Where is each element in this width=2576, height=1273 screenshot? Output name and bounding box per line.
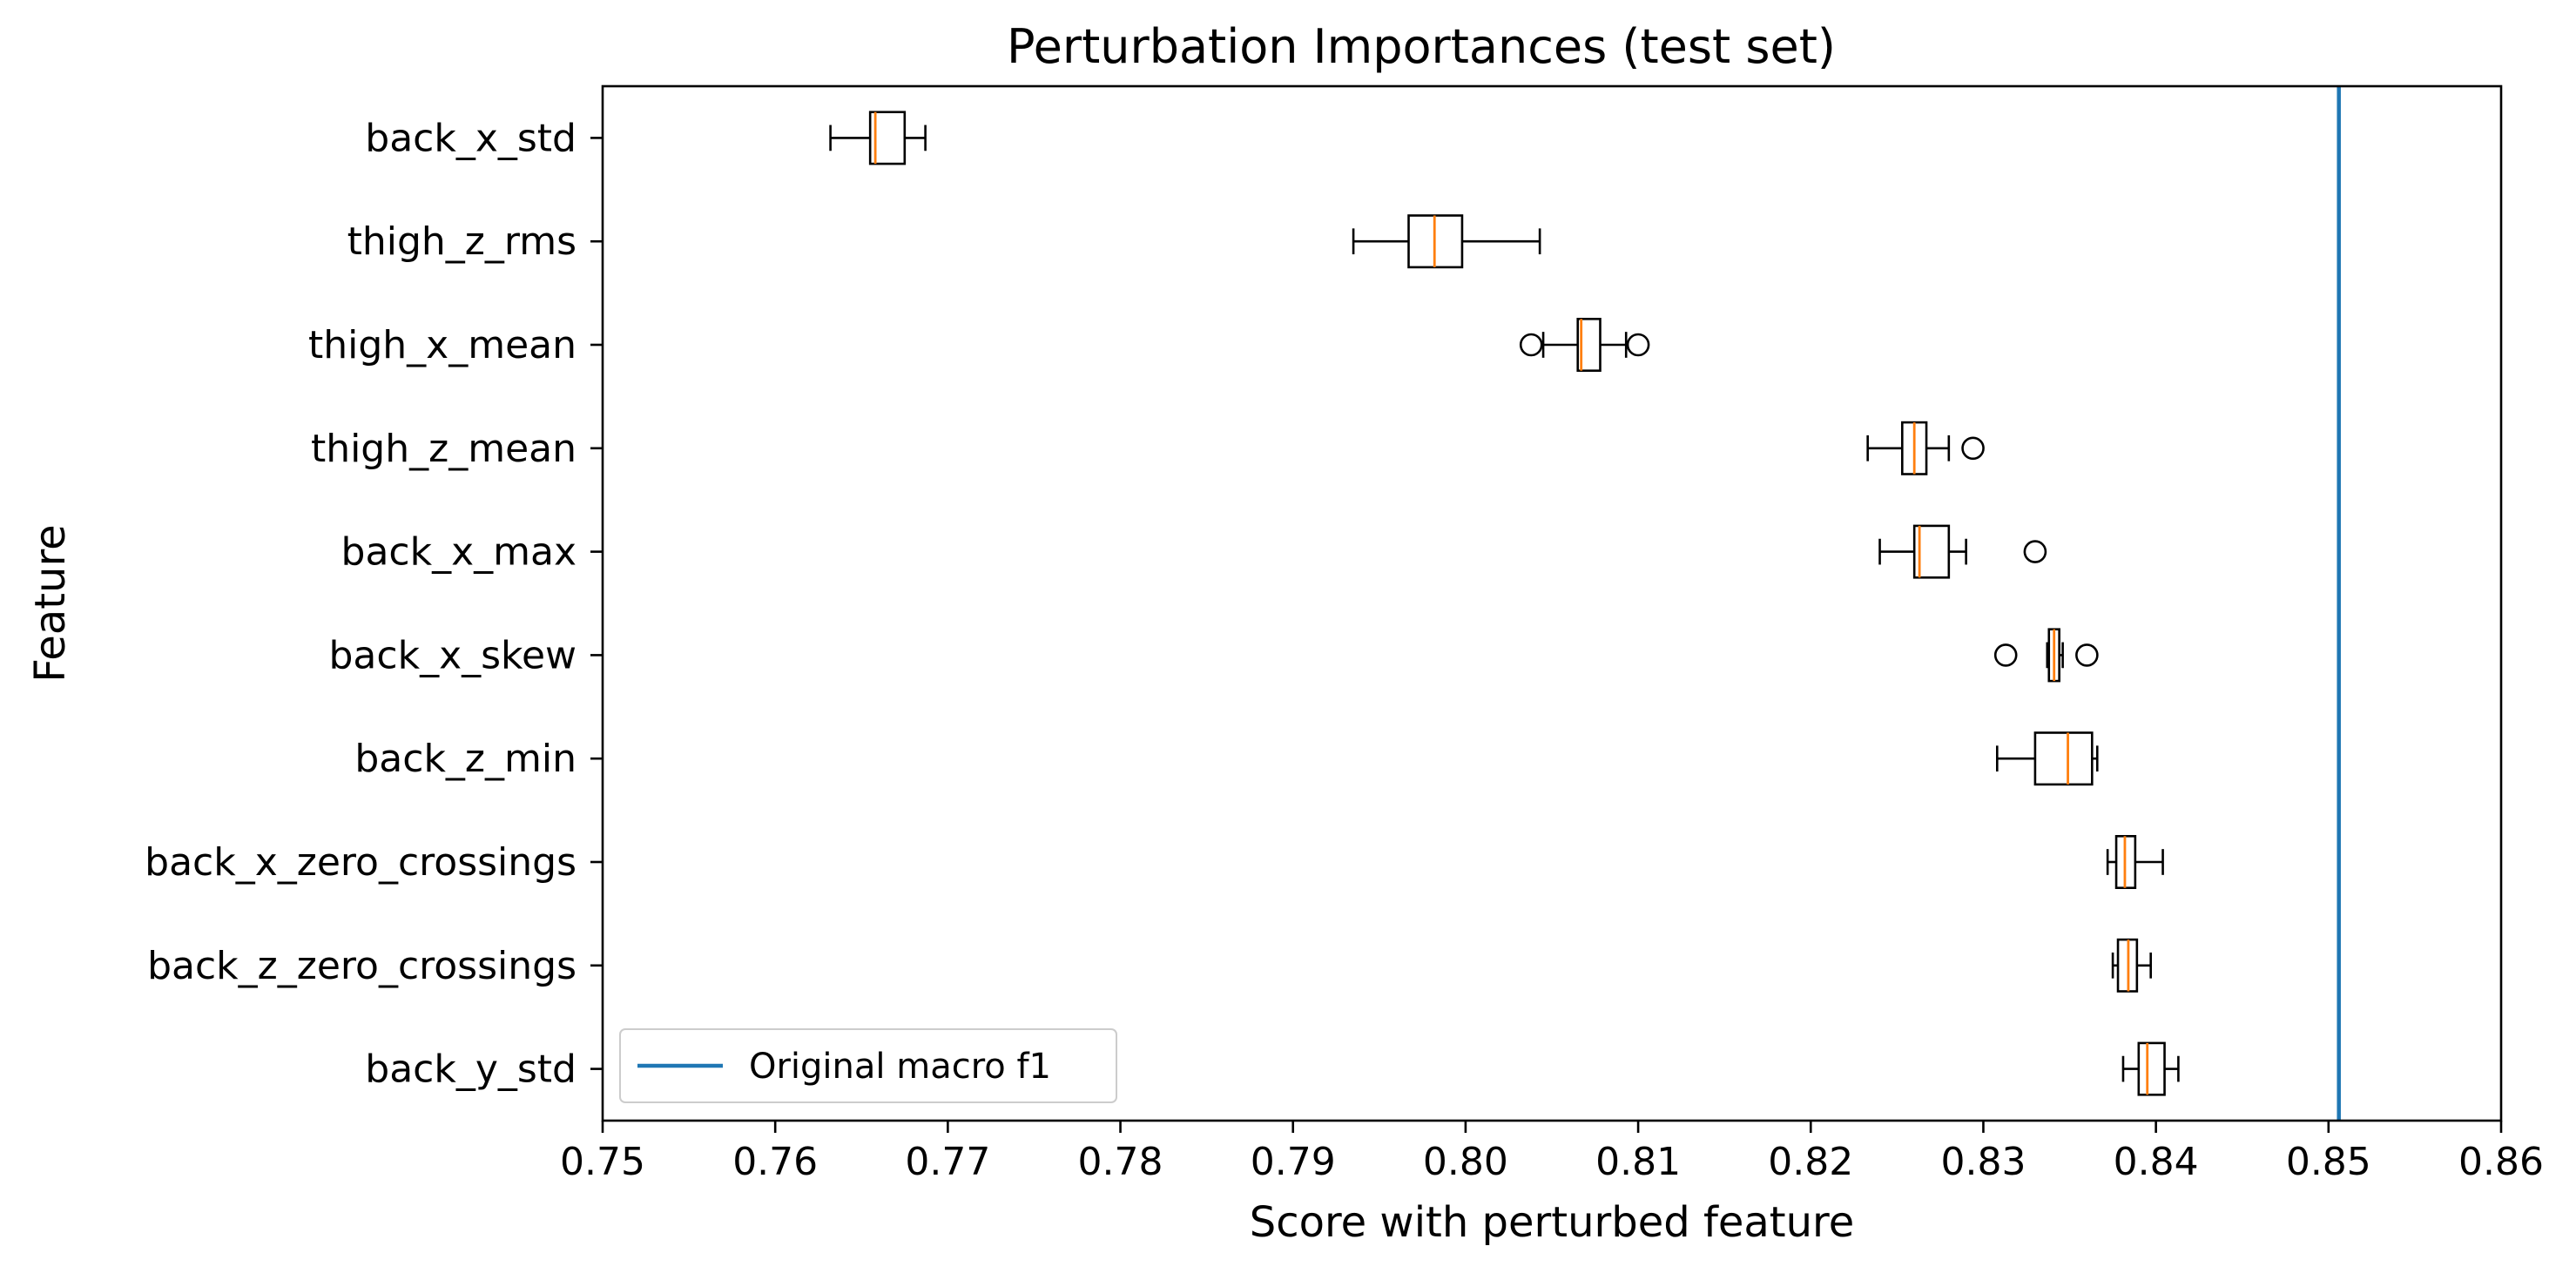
box-back-x-skew — [1993, 628, 2099, 683]
x-tick-label: 0.80 — [1423, 1140, 1508, 1184]
box-thigh-x-mean — [1519, 317, 1650, 372]
x-tick-label: 0.84 — [2114, 1140, 2199, 1184]
y-tick-label: thigh_x_mean — [308, 323, 577, 367]
box-thigh-z-rms — [1352, 214, 1541, 269]
x-tick-label: 0.76 — [732, 1140, 818, 1184]
box-thigh-z-mean — [1866, 421, 1985, 475]
box-back-x-zero-crossings — [2106, 834, 2164, 889]
x-tick-label: 0.79 — [1251, 1140, 1336, 1184]
plot-area — [829, 86, 2341, 1121]
box-back-y-std — [2121, 1041, 2180, 1096]
y-axis-label: Feature — [26, 524, 75, 682]
y-tick-label: back_z_min — [354, 737, 577, 781]
y-tick-label: thigh_z_mean — [311, 427, 577, 471]
outlier-point — [2023, 540, 2047, 563]
x-tick-label: 0.85 — [2286, 1140, 2371, 1184]
legend-box — [619, 1028, 1117, 1103]
x-tick-label: 0.82 — [1768, 1140, 1853, 1184]
y-tick-label: back_x_std — [365, 116, 577, 160]
x-tick-label: 0.75 — [560, 1140, 645, 1184]
box-back-z-zero-crossings — [2111, 938, 2152, 993]
outlier-point — [2075, 643, 2099, 667]
x-tick-label: 0.77 — [905, 1140, 990, 1184]
y-tick-label: back_x_max — [341, 530, 577, 575]
box-iqr — [1576, 317, 1602, 372]
x-tick-label: 0.81 — [1595, 1140, 1681, 1184]
outlier-point — [1519, 333, 1543, 357]
outlier-point — [1626, 333, 1650, 357]
x-tick-label: 0.78 — [1078, 1140, 1163, 1184]
legend-entry-label: Original macro f1 — [749, 1047, 1051, 1087]
box-iqr — [2033, 731, 2094, 786]
plot-frame — [601, 84, 2503, 1122]
x-tick-label: 0.86 — [2458, 1140, 2544, 1184]
box-back-z-min — [1996, 731, 2099, 786]
chart-title: Perturbation Importances (test set) — [1007, 19, 1836, 74]
box-iqr — [868, 111, 907, 165]
box-back-x-std — [829, 111, 927, 165]
x-axis: 0.75 0.76 0.77 0.78 0.79 0.80 0.81 0.82 0.83 0.84… — [560, 1121, 2544, 1184]
x-tick-label: 0.83 — [1940, 1140, 2026, 1184]
y-tick-label: back_x_skew — [329, 633, 577, 677]
box-iqr — [1912, 524, 1951, 579]
y-tick-label: back_z_zero_crossings — [147, 944, 577, 988]
x-axis-label: Score with perturbed feature — [1250, 1198, 1855, 1247]
legend: Original macro f1 — [619, 1028, 1117, 1103]
outlier-point — [1993, 643, 2018, 667]
y-tick-label: back_x_zero_crossings — [145, 840, 577, 885]
y-tick-label: thigh_z_rms — [347, 219, 577, 264]
box-back-x-max — [1878, 524, 2047, 579]
box-iqr — [2137, 1041, 2166, 1096]
y-axis: back_x_std thigh_z_rms thigh_x_mean thigh_z… — [145, 116, 603, 1092]
outlier-point — [1961, 436, 1985, 461]
y-tick-label: back_y_std — [365, 1047, 577, 1092]
